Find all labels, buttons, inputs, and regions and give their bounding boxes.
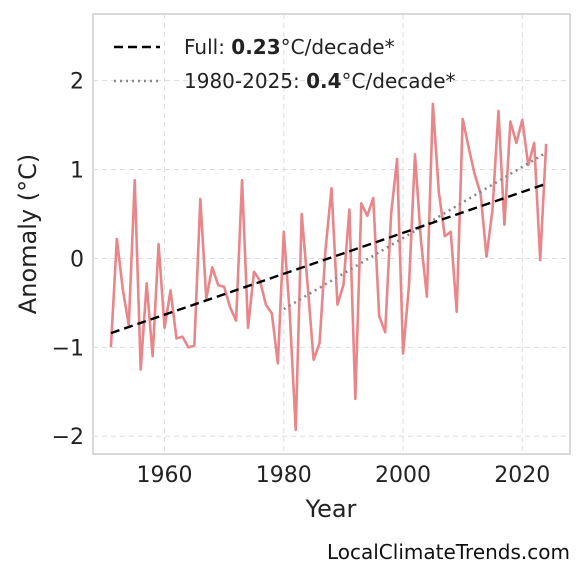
legend-recent-rate: 0.4: [306, 69, 341, 93]
y-axis-label: Anomaly (°C): [14, 154, 42, 314]
x-tick-label: 1980: [256, 463, 312, 488]
y-tick-label: 2: [70, 70, 84, 95]
legend-recent-prefix: 1980-2025:: [184, 69, 306, 93]
y-tick-label: −2: [52, 425, 84, 450]
legend-full-label: Full: 0.23°C/decade*: [184, 35, 395, 59]
x-axis-label: Year: [305, 495, 357, 523]
legend-recent-label: 1980-2025: 0.4°C/decade*: [184, 69, 456, 93]
watermark: LocalClimateTrends.com: [327, 540, 570, 564]
anomaly-series-line: [109, 102, 548, 432]
y-tick-label: −1: [52, 336, 84, 361]
x-tick-label: 2000: [375, 463, 431, 488]
legend-recent-unit: °C/decade*: [342, 69, 456, 93]
series-layer: [109, 102, 548, 432]
full-trend-line: [110, 182, 547, 335]
legend-full-prefix: Full:: [184, 35, 231, 59]
y-tick-label: 0: [70, 247, 84, 272]
x-tick-labels: 1960 1980 2000 2020: [137, 463, 551, 488]
y-tick-labels: −2 −1 0 1 2: [52, 70, 84, 451]
legend: Full: 0.23°C/decade* 1980-2025: 0.4°C/de…: [114, 35, 456, 93]
x-tick-label: 1960: [137, 463, 193, 488]
x-tick-label: 2020: [494, 463, 550, 488]
y-tick-label: 1: [70, 159, 84, 184]
legend-full-rate: 0.23: [231, 35, 280, 59]
trend-layer: [110, 151, 547, 335]
legend-full-unit: °C/decade*: [281, 35, 395, 59]
